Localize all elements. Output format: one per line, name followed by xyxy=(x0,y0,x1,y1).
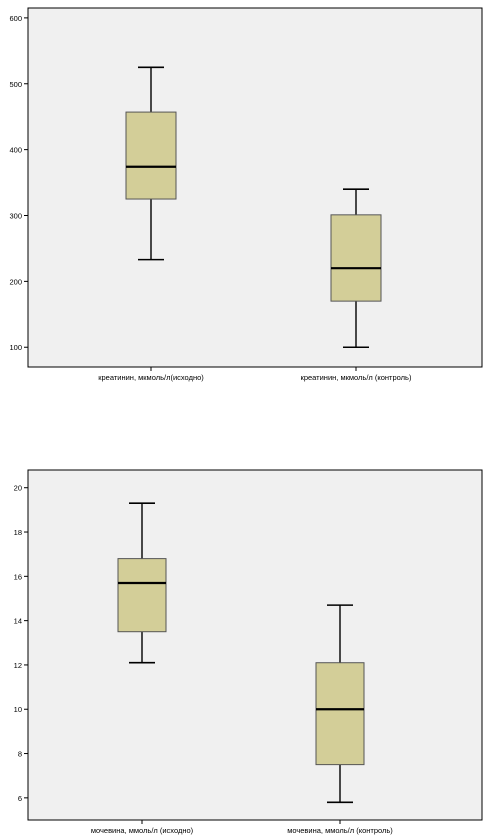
x-category-label: мочевина, ммоль/л (контроль) xyxy=(287,826,393,835)
y-tick-label: 600 xyxy=(9,14,22,23)
y-tick-label: 8 xyxy=(18,750,22,759)
y-tick-label: 12 xyxy=(14,661,22,670)
y-tick-label: 18 xyxy=(14,528,22,537)
plot-area xyxy=(27,469,483,821)
y-tick-label: 6 xyxy=(18,794,22,803)
y-tick-label: 200 xyxy=(9,277,22,286)
x-category-label: мочевина, ммоль/л (исходно) xyxy=(91,826,194,835)
y-tick-label: 16 xyxy=(14,572,22,581)
urea-boxplot: 6 8 10 12 14 16 18 20 мочевина, ммоль/л (исходно… xyxy=(14,469,483,835)
plot-area xyxy=(27,7,483,368)
creatinine-boxplot: 100 200 300 400 500 600 креатинин, мкмоль/л(ис… xyxy=(9,7,483,382)
iqr-box xyxy=(315,662,365,766)
y-tick-label: 20 xyxy=(14,484,22,493)
x-category-label: креатинин, мкмоль/л (контроль) xyxy=(301,373,412,382)
iqr-box xyxy=(330,214,382,302)
y-tick-label: 100 xyxy=(9,343,22,352)
x-category-label: креатинин, мкмоль/л(исходно) xyxy=(98,373,204,382)
iqr-box xyxy=(117,558,167,633)
y-tick-label: 400 xyxy=(9,146,22,155)
y-tick-label: 300 xyxy=(9,211,22,220)
y-tick-label: 10 xyxy=(14,705,22,714)
y-tick-label: 14 xyxy=(14,617,22,626)
y-tick-label: 500 xyxy=(9,80,22,89)
iqr-box xyxy=(125,111,177,200)
